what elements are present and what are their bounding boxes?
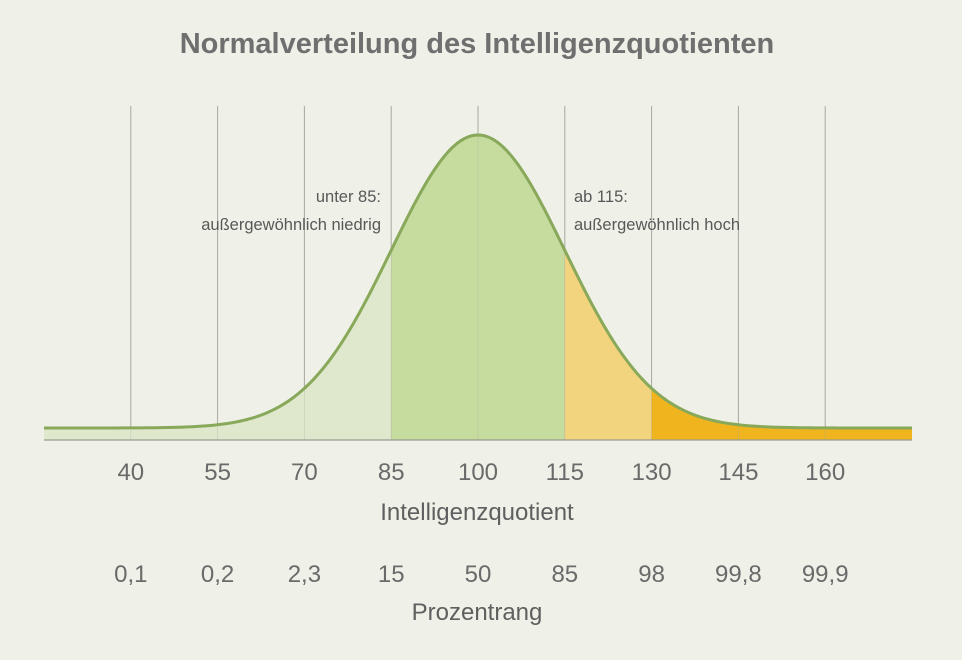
annotation-low-line2: außergewöhnlich niedrig (201, 216, 381, 234)
area-region-1 (44, 250, 392, 440)
chart-title: Normalverteilung des Intelligenzquotient… (180, 28, 775, 60)
distribution-curve (44, 133, 912, 430)
x-tick-label-115: 115 (546, 459, 584, 486)
percentile-label-2: 0,2 (201, 561, 234, 588)
x-axis-title: Intelligenzquotient (380, 499, 574, 526)
area-region-2 (391, 135, 565, 440)
percentile-label-7: 98 (638, 561, 665, 588)
x-tick-label-130: 130 (632, 459, 672, 486)
percentile-label-6: 85 (551, 561, 578, 588)
percentile-labels: 0,1 0,2 2,3 15 50 85 98 99,8 99,9 (114, 561, 848, 588)
annotation-high-line2: außergewöhnlich hoch (574, 216, 740, 234)
percentile-label-9: 99,9 (802, 561, 849, 588)
annotation-high-line1: ab 115: (574, 188, 628, 206)
area-region-4 (651, 388, 912, 440)
x-tick-label-55: 55 (204, 459, 231, 486)
x-tick-label-40: 40 (117, 459, 144, 486)
x-tick-label-70: 70 (291, 459, 318, 486)
percentile-label-1: 0,1 (114, 561, 147, 588)
area-region-3 (564, 250, 652, 440)
percentile-label-5: 50 (465, 561, 492, 588)
area-regions (44, 135, 912, 440)
percentile-label-8: 99,8 (715, 561, 762, 588)
secondary-axis-title: Prozentrang (412, 599, 543, 626)
percentile-label-4: 15 (378, 561, 405, 588)
x-tick-label-100: 100 (458, 459, 498, 486)
percentile-label-3: 2,3 (288, 561, 321, 588)
x-tick-label-145: 145 (718, 459, 758, 486)
x-tick-label-160: 160 (805, 459, 845, 486)
x-tick-label-85: 85 (378, 459, 405, 486)
annotation-low-line1: unter 85: (316, 188, 381, 206)
curve-layer (44, 133, 912, 441)
x-tick-labels: 40 55 70 85 100 115 130 145 160 (117, 459, 845, 486)
